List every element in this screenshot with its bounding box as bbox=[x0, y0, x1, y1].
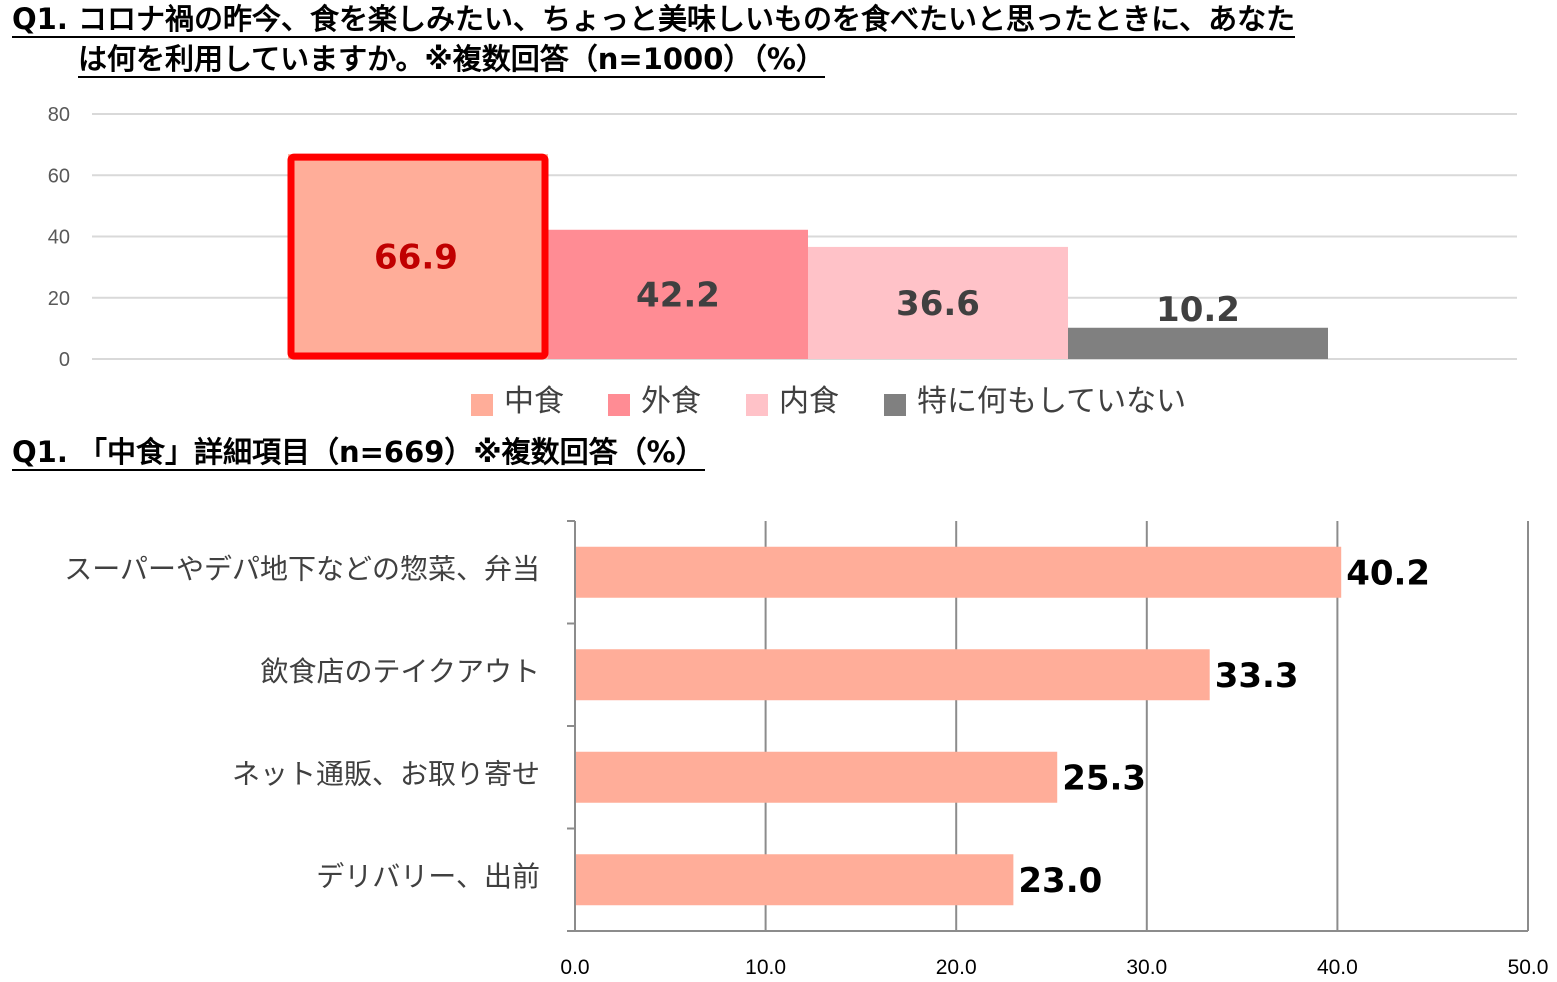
y-tick-label: 40 bbox=[48, 227, 70, 249]
category-label: デリバリー、出前 bbox=[316, 860, 540, 893]
hbar-value-label: 23.0 bbox=[1018, 861, 1102, 901]
bar-value-label: 42.2 bbox=[636, 275, 720, 315]
category-label: スーパーやデパ地下などの惣菜、弁当 bbox=[64, 552, 540, 585]
bar-value-label: 66.9 bbox=[374, 238, 458, 278]
legend-label: 外食 bbox=[641, 384, 701, 419]
y-tick-label: 0 bbox=[59, 349, 70, 371]
x-tick-label: 30.0 bbox=[1126, 956, 1167, 979]
bar-4 bbox=[1068, 327, 1328, 359]
y-tick-label: 20 bbox=[48, 288, 70, 310]
x-tick-label: 0.0 bbox=[560, 956, 589, 979]
hbar-3 bbox=[576, 751, 1058, 803]
x-tick-label: 50.0 bbox=[1508, 956, 1549, 979]
chart1-title-line1: Q1. コロナ禍の昨今、食を楽しみたい、ちょっと美味しいものを食べたいと思ったと… bbox=[12, 2, 1296, 38]
hbar-2 bbox=[576, 649, 1210, 701]
hbar-4 bbox=[576, 854, 1014, 906]
legend-swatch bbox=[471, 394, 493, 416]
chart2-title: Q1. 「中食」詳細項目（n=669）※複数回答（%） bbox=[12, 435, 705, 471]
bar-value-label: 10.2 bbox=[1156, 290, 1240, 330]
x-tick-label: 20.0 bbox=[936, 956, 977, 979]
legend-swatch bbox=[746, 394, 768, 416]
hbar-value-label: 40.2 bbox=[1346, 553, 1430, 593]
x-tick-label: 10.0 bbox=[745, 956, 786, 979]
category-label: 飲食店のテイクアウト bbox=[261, 655, 540, 688]
legend-label: 特に何もしていない bbox=[917, 384, 1186, 419]
bar-1 bbox=[288, 154, 548, 359]
legend-label: 内食 bbox=[779, 384, 839, 419]
bar-2 bbox=[548, 229, 808, 359]
hbar-1 bbox=[576, 546, 1342, 598]
highlight-box bbox=[287, 153, 549, 360]
hbar-value-label: 33.3 bbox=[1215, 656, 1299, 696]
legend-swatch bbox=[608, 394, 630, 416]
bar-3 bbox=[808, 246, 1068, 359]
bar-value-label: 36.6 bbox=[896, 284, 980, 324]
legend-swatch bbox=[884, 394, 906, 416]
y-tick-label: 80 bbox=[48, 104, 70, 126]
hbar-value-label: 25.3 bbox=[1062, 758, 1146, 798]
category-label: ネット通販、お取り寄せ bbox=[232, 757, 540, 790]
legend-label: 中食 bbox=[504, 384, 564, 419]
chart1-title-line2: は何を利用していますか。※複数回答（n=1000）（%） bbox=[78, 42, 825, 78]
y-tick-label: 60 bbox=[48, 165, 70, 187]
x-tick-label: 40.0 bbox=[1317, 956, 1358, 979]
